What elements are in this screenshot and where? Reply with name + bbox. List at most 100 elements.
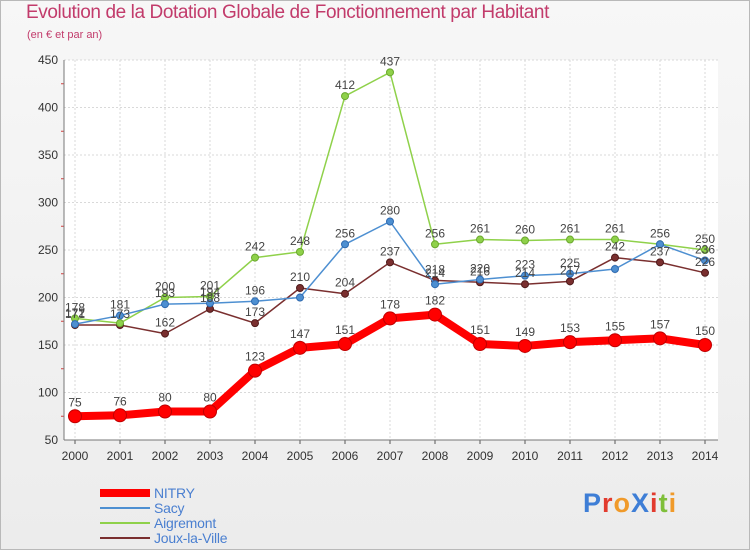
data-point-sacy <box>611 265 619 273</box>
x-tick-label: 2013 <box>647 449 674 463</box>
legend-item-nitry[interactable]: NITRY <box>100 484 227 501</box>
data-label-joux-la-ville: 162 <box>155 316 175 330</box>
data-label-nitry: 157 <box>650 317 670 331</box>
legend-swatch-sacy <box>100 506 150 509</box>
data-label-sacy: 194 <box>200 285 220 299</box>
data-point-nitry <box>113 408 127 423</box>
x-tick-label: 2004 <box>242 449 269 463</box>
legend-label-sacy: Sacy <box>154 499 185 516</box>
data-point-aigremont <box>701 246 709 254</box>
data-point-sacy <box>566 269 574 278</box>
x-tick-label: 2005 <box>287 449 314 463</box>
legend-label-nitry: NITRY <box>154 484 195 501</box>
data-point-nitry <box>158 404 172 419</box>
data-point-nitry <box>518 338 532 353</box>
data-point-sacy <box>431 280 439 289</box>
data-label-nitry: 123 <box>245 350 265 364</box>
data-label-nitry: 153 <box>560 321 580 335</box>
data-point-nitry <box>653 331 667 346</box>
data-label-aigremont: 437 <box>380 54 400 68</box>
data-point-sacy <box>206 299 214 308</box>
data-label-nitry: 147 <box>290 327 310 341</box>
logo-letter: P <box>583 488 603 518</box>
data-label-joux-la-ville: 237 <box>380 244 400 258</box>
data-point-sacy <box>116 311 124 320</box>
data-point-aigremont <box>116 319 124 328</box>
data-label-joux-la-ville: 188 <box>200 291 220 305</box>
data-label-aigremont: 261 <box>605 222 625 236</box>
legend-item-sacy[interactable]: Sacy <box>100 499 227 516</box>
data-point-aigremont <box>611 235 619 244</box>
data-point-nitry <box>203 404 217 419</box>
data-point-sacy <box>161 300 169 309</box>
data-point-sacy <box>701 256 709 265</box>
x-tick-label: 2003 <box>197 449 224 463</box>
y-tick-label: 300 <box>38 196 58 210</box>
data-point-aigremont <box>566 235 574 244</box>
data-point-joux-la-ville <box>701 268 709 277</box>
y-tick-label: 400 <box>38 101 58 115</box>
data-point-joux-la-ville <box>296 284 304 292</box>
data-point-aigremont <box>431 240 439 249</box>
logo-letter: r <box>602 488 614 518</box>
data-label-nitry: 80 <box>158 391 172 405</box>
x-tick-label: 2000 <box>62 449 89 463</box>
data-point-sacy <box>476 275 484 284</box>
chart-legend: NITRY Sacy Aigremont Joux-la-Ville <box>100 484 228 546</box>
data-point-nitry <box>68 409 82 424</box>
data-label-sacy: 220 <box>470 261 490 275</box>
y-tick-label: 50 <box>45 433 59 447</box>
legend-item-aigremont[interactable]: Aigremont <box>100 514 227 531</box>
legend-item-joux-la-ville[interactable]: Joux-la-Ville <box>100 530 228 546</box>
data-point-aigremont <box>296 247 304 256</box>
data-label-joux-la-ville: 242 <box>605 240 625 254</box>
x-tick-label: 2011 <box>557 449 583 463</box>
legend-label-aigremont: Aigremont <box>154 514 217 531</box>
data-point-aigremont <box>476 235 484 244</box>
data-label-nitry: 76 <box>113 394 127 408</box>
data-label-nitry: 149 <box>515 325 535 339</box>
x-tick-label: 2008 <box>422 449 449 463</box>
data-label-sacy: 236 <box>695 242 715 256</box>
data-point-joux-la-ville <box>341 289 349 298</box>
data-point-aigremont <box>386 68 394 77</box>
data-point-joux-la-ville <box>656 258 664 267</box>
data-point-sacy <box>341 240 349 249</box>
data-label-aigremont: 201 <box>200 279 220 293</box>
y-tick-label: 100 <box>38 386 58 400</box>
data-label-nitry: 178 <box>380 297 400 311</box>
data-point-joux-la-ville <box>251 319 259 328</box>
chart-subtitle: (en € et par an) <box>27 29 103 41</box>
data-point-sacy <box>71 320 79 329</box>
data-point-nitry <box>383 311 397 326</box>
y-tick-label: 200 <box>38 291 58 305</box>
data-point-joux-la-ville <box>386 258 394 267</box>
data-point-nitry <box>428 307 442 322</box>
data-label-joux-la-ville: 204 <box>335 276 355 290</box>
data-label-nitry: 151 <box>335 323 355 337</box>
data-point-nitry <box>473 337 487 352</box>
data-label-aigremont: 261 <box>470 222 490 236</box>
logo-letter: i <box>668 488 678 518</box>
data-point-sacy <box>296 293 304 302</box>
proxiti-logo: ProXiti <box>583 488 677 519</box>
data-point-sacy <box>656 240 664 249</box>
data-label-joux-la-ville: 173 <box>110 307 130 321</box>
data-point-sacy <box>521 271 529 280</box>
data-label-nitry: 80 <box>203 391 217 405</box>
y-tick-label: 250 <box>38 243 58 257</box>
x-tick-label: 2014 <box>692 449 719 463</box>
x-tick-label: 2012 <box>602 449 629 463</box>
logo-letter: o <box>613 488 632 518</box>
data-label-sacy: 193 <box>155 286 175 300</box>
x-tick-label: 2010 <box>512 449 539 463</box>
x-tick-label: 2009 <box>467 449 494 463</box>
data-label-nitry: 155 <box>605 319 625 333</box>
data-point-joux-la-ville <box>521 280 529 289</box>
data-label-sacy: 256 <box>650 226 670 240</box>
data-label-sacy: 225 <box>560 256 580 270</box>
x-tick-label: 2002 <box>152 449 179 463</box>
data-label-aigremont: 256 <box>425 226 445 240</box>
y-tick-label: 450 <box>38 53 58 67</box>
x-tick-label: 2001 <box>107 449 134 463</box>
